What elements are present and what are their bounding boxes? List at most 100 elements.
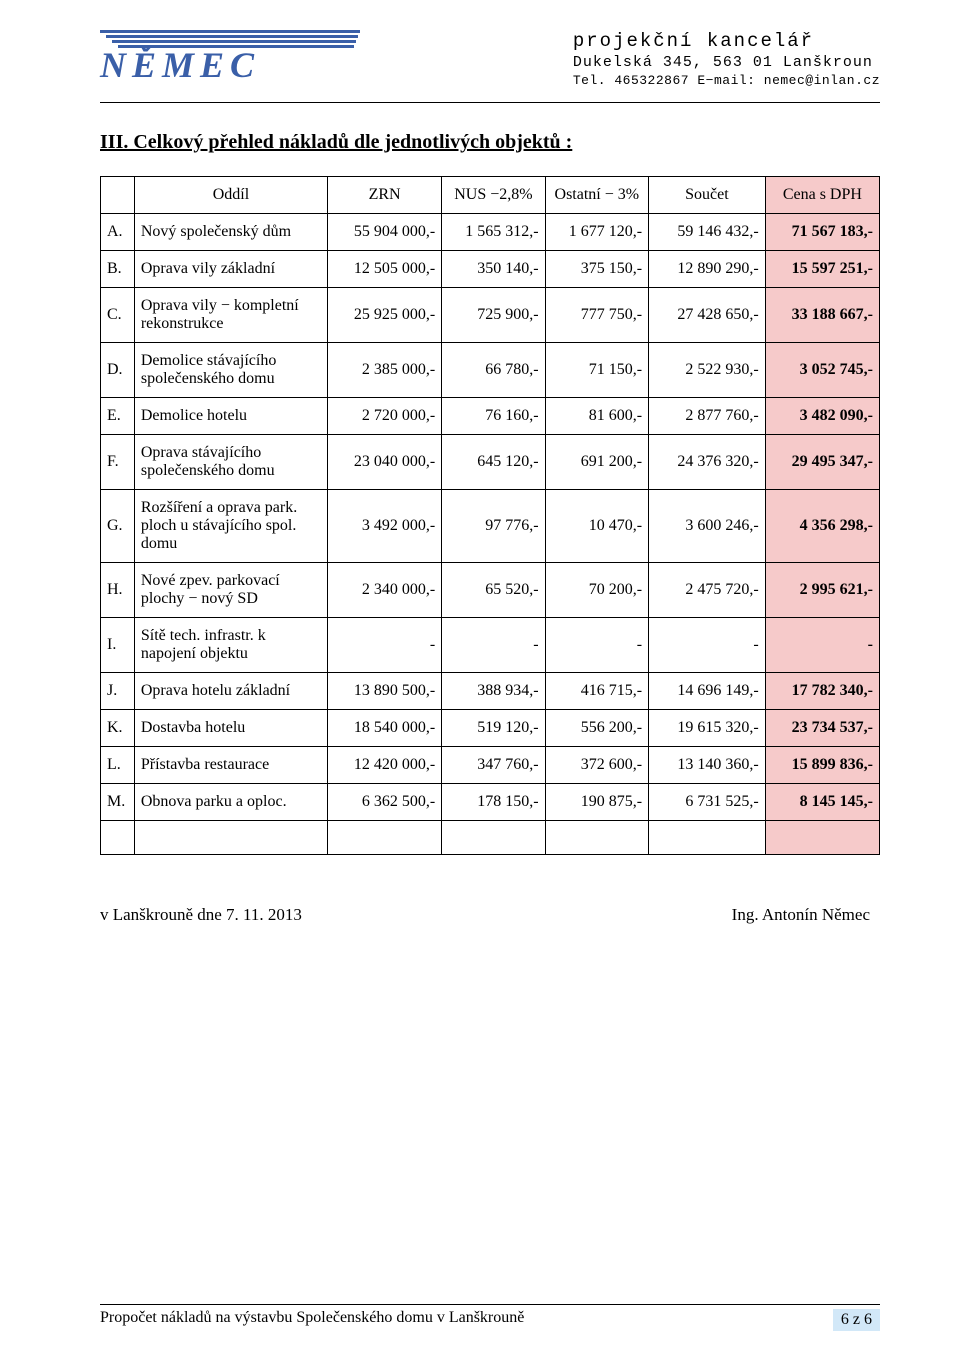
row-ost: 190 875,- <box>545 784 649 821</box>
row-soucet: 2 522 930,- <box>649 343 766 398</box>
row-nus: 66 780,- <box>442 343 545 398</box>
row-soucet: 59 146 432,- <box>649 214 766 251</box>
row-soucet: - <box>649 618 766 673</box>
signature-author: Ing. Antonín Němec <box>732 905 870 925</box>
table-header-row: Oddíl ZRN NUS −2,8% Ostatní − 3% Součet … <box>101 177 880 214</box>
table-row: I.Sítě tech. infrastr. k napojení objekt… <box>101 618 880 673</box>
row-letter: A. <box>101 214 135 251</box>
row-ost: 777 750,- <box>545 288 649 343</box>
row-cena: 33 188 667,- <box>765 288 879 343</box>
row-cena: 15 597 251,- <box>765 251 879 288</box>
row-soucet: 27 428 650,- <box>649 288 766 343</box>
row-letter: D. <box>101 343 135 398</box>
table-row: E.Demolice hotelu2 720 000,-76 160,-81 6… <box>101 398 880 435</box>
row-cena: 3 482 090,- <box>765 398 879 435</box>
row-name: Dostavba hotelu <box>134 710 327 747</box>
row-zrn: 12 505 000,- <box>328 251 442 288</box>
row-name: Oprava hotelu základní <box>134 673 327 710</box>
row-zrn: 2 385 000,- <box>328 343 442 398</box>
row-ost: 70 200,- <box>545 563 649 618</box>
row-zrn: 2 340 000,- <box>328 563 442 618</box>
col-header-nus: NUS −2,8% <box>442 177 545 214</box>
table-row: G.Rozšíření a oprava park. ploch u stáva… <box>101 490 880 563</box>
row-nus: 347 760,- <box>442 747 545 784</box>
document-header: NĚMEC projekční kancelář Dukelská 345, 5… <box>100 30 880 103</box>
row-zrn: 3 492 000,- <box>328 490 442 563</box>
row-zrn: 23 040 000,- <box>328 435 442 490</box>
logo-text: NĚMEC <box>100 44 260 86</box>
row-ost: 375 150,- <box>545 251 649 288</box>
row-soucet: 2 877 760,- <box>649 398 766 435</box>
row-ost: 416 715,- <box>545 673 649 710</box>
row-ost: 81 600,- <box>545 398 649 435</box>
table-row: B.Oprava vily základní12 505 000,-350 14… <box>101 251 880 288</box>
row-soucet: 24 376 320,- <box>649 435 766 490</box>
row-letter: F. <box>101 435 135 490</box>
row-soucet: 3 600 246,- <box>649 490 766 563</box>
row-zrn: 6 362 500,- <box>328 784 442 821</box>
col-header-oddil: Oddíl <box>134 177 327 214</box>
col-header-soucet: Součet <box>649 177 766 214</box>
row-cena: 3 052 745,- <box>765 343 879 398</box>
col-header-cena: Cena s DPH <box>765 177 879 214</box>
row-zrn: 12 420 000,- <box>328 747 442 784</box>
row-name: Oprava stávajícího společenského domu <box>134 435 327 490</box>
table-row: C.Oprava vily − kompletní rekonstrukce25… <box>101 288 880 343</box>
row-zrn: - <box>328 618 442 673</box>
company-contact: Tel. 465322867 E−mail: nemec@inlan.cz <box>573 73 880 89</box>
row-zrn: 13 890 500,- <box>328 673 442 710</box>
col-header-zrn: ZRN <box>328 177 442 214</box>
row-ost: 372 600,- <box>545 747 649 784</box>
page-footer: Propočet nákladů na výstavbu Společenské… <box>100 1304 880 1331</box>
row-ost: 10 470,- <box>545 490 649 563</box>
row-name: Demolice hotelu <box>134 398 327 435</box>
row-name: Oprava vily − kompletní rekonstrukce <box>134 288 327 343</box>
row-nus: 519 120,- <box>442 710 545 747</box>
row-cena: 23 734 537,- <box>765 710 879 747</box>
row-zrn: 55 904 000,- <box>328 214 442 251</box>
company-info: projekční kancelář Dukelská 345, 563 01 … <box>573 30 880 89</box>
row-letter: C. <box>101 288 135 343</box>
row-nus: 350 140,- <box>442 251 545 288</box>
company-address: Dukelská 345, 563 01 Lanškroun <box>573 54 880 73</box>
row-name: Nové zpev. parkovací plochy − nový SD <box>134 563 327 618</box>
col-header-ostatni: Ostatní − 3% <box>545 177 649 214</box>
row-letter: B. <box>101 251 135 288</box>
row-name: Obnova parku a oploc. <box>134 784 327 821</box>
row-nus: 76 160,- <box>442 398 545 435</box>
row-soucet: 13 140 360,- <box>649 747 766 784</box>
table-row: H.Nové zpev. parkovací plochy − nový SD2… <box>101 563 880 618</box>
row-nus: 65 520,- <box>442 563 545 618</box>
row-nus: 97 776,- <box>442 490 545 563</box>
company-logo: NĚMEC <box>100 30 380 96</box>
table-row: A.Nový společenský dům55 904 000,-1 565 … <box>101 214 880 251</box>
row-zrn: 25 925 000,- <box>328 288 442 343</box>
row-letter: G. <box>101 490 135 563</box>
row-letter: L. <box>101 747 135 784</box>
row-letter: E. <box>101 398 135 435</box>
row-ost: 691 200,- <box>545 435 649 490</box>
row-soucet: 12 890 290,- <box>649 251 766 288</box>
row-nus: - <box>442 618 545 673</box>
row-nus: 645 120,- <box>442 435 545 490</box>
row-name: Oprava vily základní <box>134 251 327 288</box>
row-nus: 178 150,- <box>442 784 545 821</box>
footer-title: Propočet nákladů na výstavbu Společenské… <box>100 1309 524 1331</box>
row-name: Přístavba restaurace <box>134 747 327 784</box>
row-nus: 388 934,- <box>442 673 545 710</box>
row-cena: 2 995 621,- <box>765 563 879 618</box>
row-ost: - <box>545 618 649 673</box>
row-cena: 29 495 347,- <box>765 435 879 490</box>
row-cena: 71 567 183,- <box>765 214 879 251</box>
company-tagline: projekční kancelář <box>573 30 880 54</box>
row-zrn: 18 540 000,- <box>328 710 442 747</box>
row-letter: J. <box>101 673 135 710</box>
row-ost: 1 677 120,- <box>545 214 649 251</box>
row-letter: K. <box>101 710 135 747</box>
signature-place-date: v Lanškrouně dne 7. 11. 2013 <box>100 905 302 925</box>
row-soucet: 2 475 720,- <box>649 563 766 618</box>
row-soucet: 19 615 320,- <box>649 710 766 747</box>
footer-page-number: 6 z 6 <box>833 1309 880 1331</box>
row-letter: M. <box>101 784 135 821</box>
row-nus: 1 565 312,- <box>442 214 545 251</box>
